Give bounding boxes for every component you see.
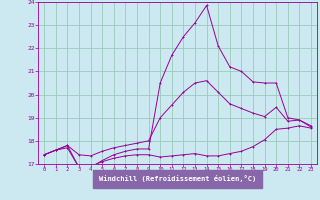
X-axis label: Windchill (Refroidissement éolien,°C): Windchill (Refroidissement éolien,°C) [99, 175, 256, 182]
